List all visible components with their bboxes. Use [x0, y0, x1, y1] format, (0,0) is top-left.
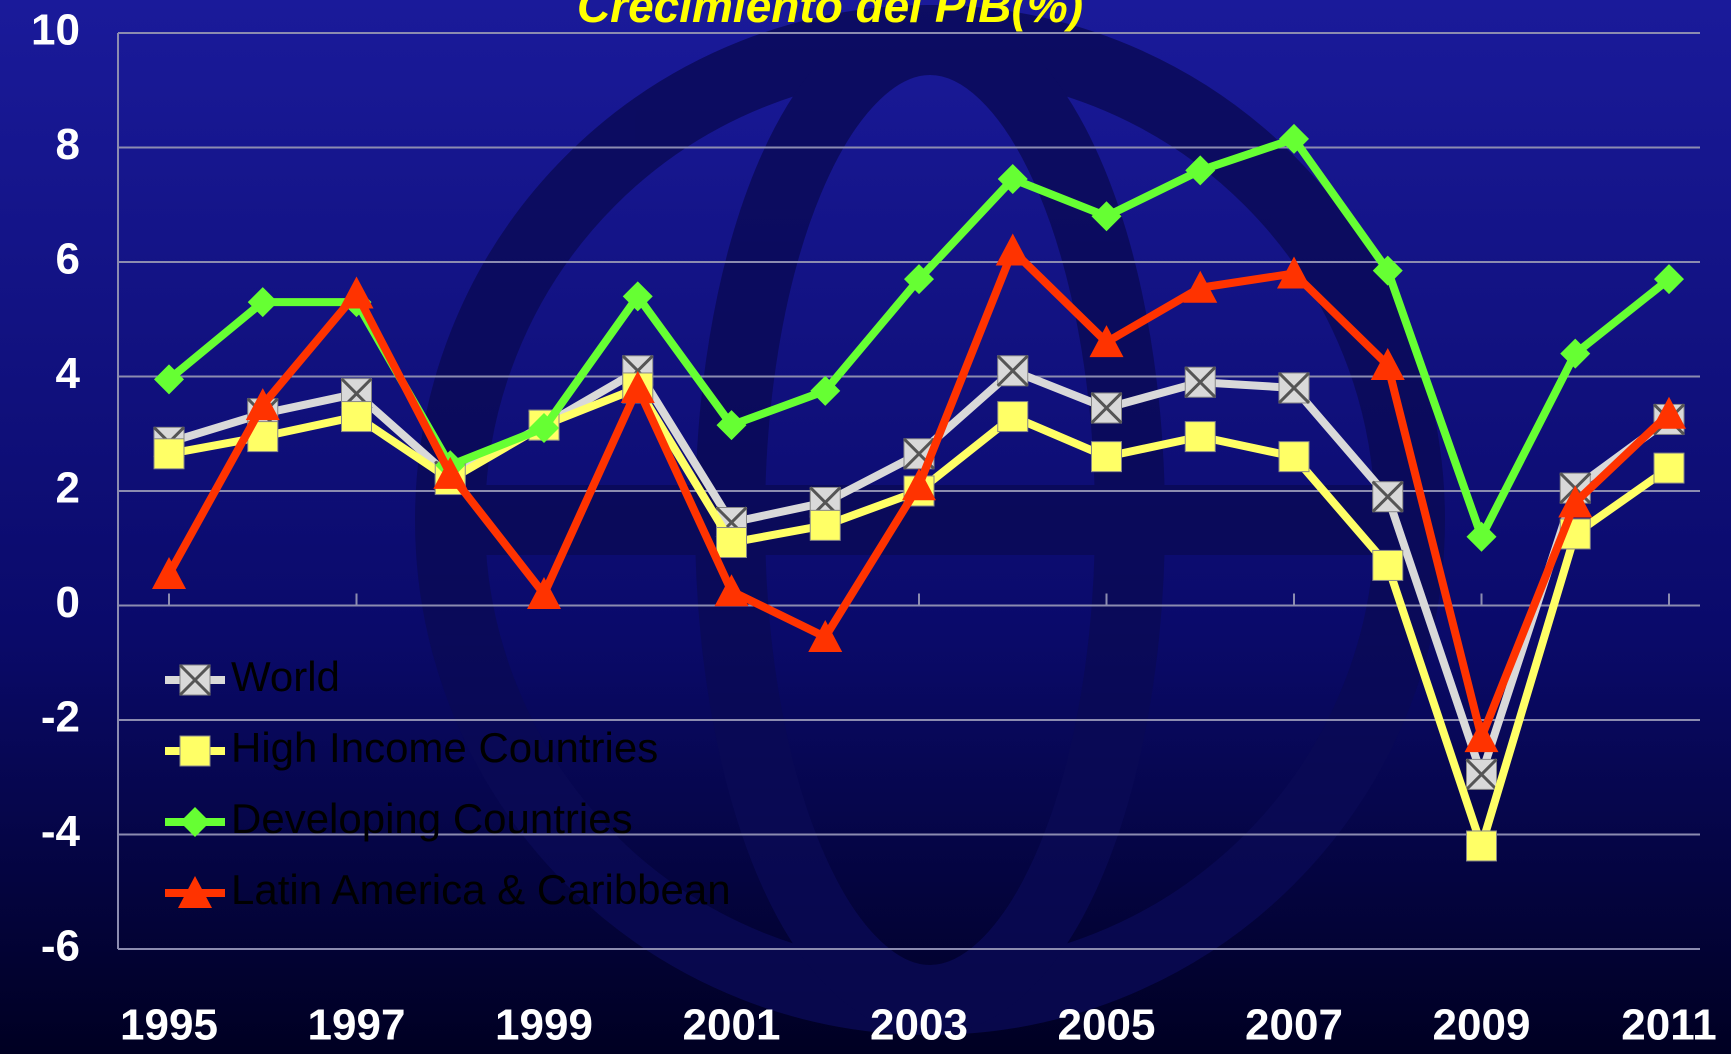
marker: [995, 233, 1030, 266]
marker: [178, 663, 212, 697]
marker: [1091, 201, 1122, 232]
marker: [1371, 480, 1404, 513]
x-tick-label: 2001: [683, 1001, 781, 1050]
marker: [810, 375, 841, 406]
y-tick-label: -2: [41, 693, 80, 742]
marker: [1466, 830, 1497, 862]
marker: [808, 619, 843, 652]
marker: [1560, 338, 1591, 369]
marker: [1372, 255, 1403, 286]
marker-box: [1466, 830, 1497, 862]
marker: [1372, 549, 1404, 581]
marker: [1277, 371, 1311, 405]
marker-box: [997, 401, 1029, 433]
chart-title: Crecimiento del PIB(%): [577, 0, 1083, 32]
marker: [179, 735, 211, 767]
marker: [996, 354, 1029, 387]
marker: [178, 876, 212, 908]
y-tick-label: -4: [41, 807, 81, 856]
marker: [1652, 396, 1686, 429]
marker-box: [1091, 441, 1122, 473]
marker: [1185, 155, 1216, 186]
marker-box: [153, 438, 185, 470]
marker: [997, 401, 1029, 433]
marker-cross: [178, 663, 212, 697]
marker: [1184, 421, 1216, 453]
y-tick-label: 8: [56, 120, 80, 169]
marker: [902, 468, 936, 501]
marker: [1183, 270, 1218, 303]
marker-box: [1278, 441, 1310, 473]
y-tick-label: 4: [56, 349, 81, 398]
marker: [904, 264, 934, 295]
marker: [809, 509, 841, 541]
marker: [339, 276, 374, 309]
marker: [1090, 391, 1123, 425]
y-tick-label: -6: [41, 922, 80, 971]
marker: [341, 401, 372, 433]
marker-cross: [1465, 758, 1498, 791]
x-tick-label: 2009: [1433, 1001, 1531, 1050]
y-tick-label: 0: [56, 578, 80, 627]
marker: [1089, 325, 1124, 358]
legend-label: Latin America & Caribbean: [231, 866, 731, 913]
legend-label: High Income Countries: [231, 724, 658, 771]
marker: [527, 577, 561, 610]
legend-label: Developing Countries: [231, 795, 633, 842]
marker: [997, 163, 1028, 194]
x-tick-label: 2011: [1621, 1001, 1716, 1050]
marker-cross: [1184, 366, 1217, 399]
marker-box: [1184, 421, 1216, 453]
marker-cross: [1090, 391, 1123, 425]
x-tick-label: 2005: [1058, 1001, 1156, 1050]
marker: [247, 287, 278, 318]
marker: [245, 388, 280, 421]
marker-cross: [1371, 480, 1404, 513]
marker: [1091, 441, 1122, 473]
marker-box: [1653, 452, 1685, 484]
x-tick-label: 2003: [870, 1001, 968, 1050]
x-tick-label: 1999: [495, 1001, 593, 1050]
y-tick-label: 10: [31, 6, 80, 55]
marker: [1465, 758, 1498, 791]
marker-box: [809, 509, 841, 541]
marker: [154, 364, 184, 395]
marker: [152, 557, 186, 590]
x-tick-label: 2007: [1245, 1001, 1343, 1050]
marker: [716, 410, 747, 441]
marker: [1558, 485, 1593, 518]
marker: [153, 438, 185, 470]
marker: [622, 281, 653, 312]
marker: [1278, 441, 1310, 473]
marker: [1370, 348, 1405, 381]
marker: [1464, 720, 1499, 753]
x-tick-label: 1997: [308, 1001, 406, 1050]
marker: [1277, 256, 1311, 289]
marker: [620, 370, 655, 403]
marker: [1279, 123, 1309, 154]
marker: [529, 413, 559, 444]
marker: [1653, 452, 1685, 484]
marker-cross: [1277, 371, 1311, 405]
y-tick-label: 2: [56, 464, 80, 513]
marker-box: [716, 527, 747, 559]
legend-label: World: [231, 653, 340, 700]
marker: [714, 574, 749, 607]
marker-cross: [996, 354, 1029, 387]
marker-box: [341, 401, 372, 433]
x-tick-label: 1995: [120, 1001, 218, 1050]
marker-box: [1372, 549, 1404, 581]
marker: [1466, 521, 1497, 552]
marker: [433, 456, 468, 489]
y-tick-label: 6: [56, 235, 80, 284]
marker: [1184, 366, 1217, 399]
marker: [716, 527, 747, 559]
marker: [180, 807, 210, 837]
marker: [1654, 264, 1684, 295]
marker-box: [179, 735, 211, 767]
